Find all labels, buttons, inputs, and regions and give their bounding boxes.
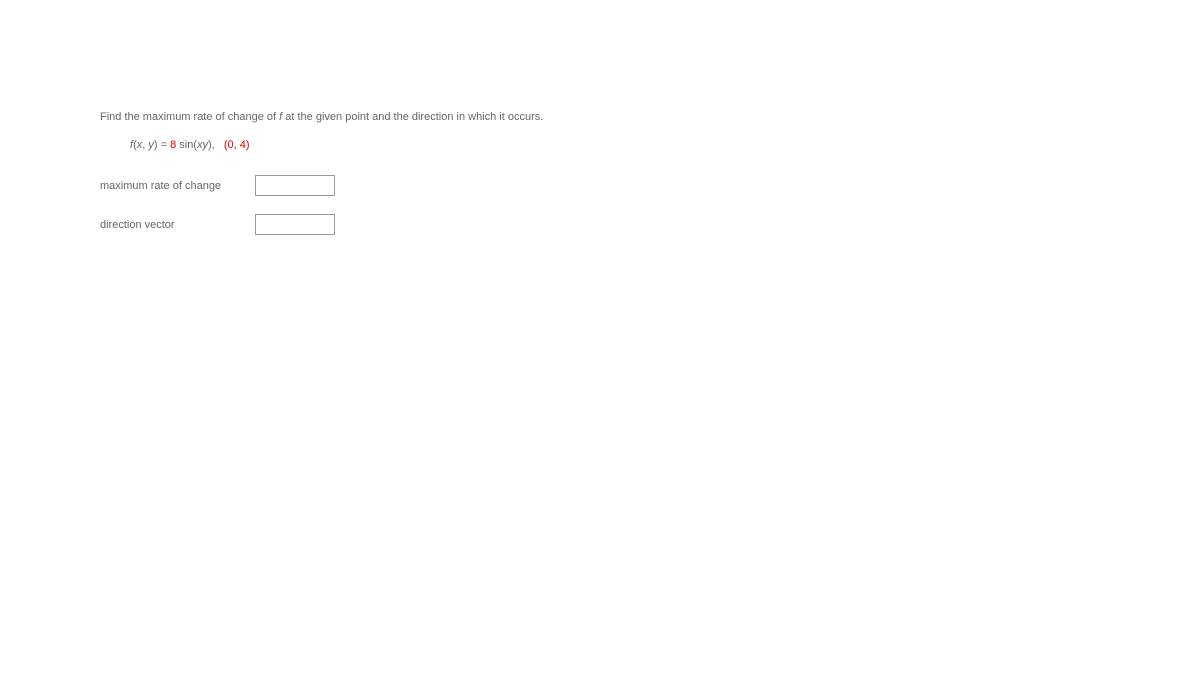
direction-row: direction vector <box>100 214 1200 235</box>
question-prompt: Find the maximum rate of change of f at … <box>100 110 1200 125</box>
formula-equals: ) = <box>154 139 170 151</box>
max-rate-input[interactable] <box>255 175 335 196</box>
formula-sin-open: sin( <box>176 139 197 151</box>
prompt-prefix: Find the maximum rate of change of <box>100 111 279 123</box>
direction-label: direction vector <box>100 219 255 231</box>
direction-input[interactable] <box>255 214 335 235</box>
max-rate-row: maximum rate of change <box>100 175 1200 196</box>
point-close: ) <box>246 139 250 151</box>
prompt-suffix: at the given point and the direction in … <box>282 111 543 123</box>
max-rate-label: maximum rate of change <box>100 180 255 192</box>
formula: f(x, y) = 8 sin(xy), (0, 4) <box>130 139 1200 151</box>
formula-sin-close: ), <box>208 139 215 151</box>
point-open: (0, 4) <box>224 139 250 151</box>
formula-gap <box>215 139 224 151</box>
